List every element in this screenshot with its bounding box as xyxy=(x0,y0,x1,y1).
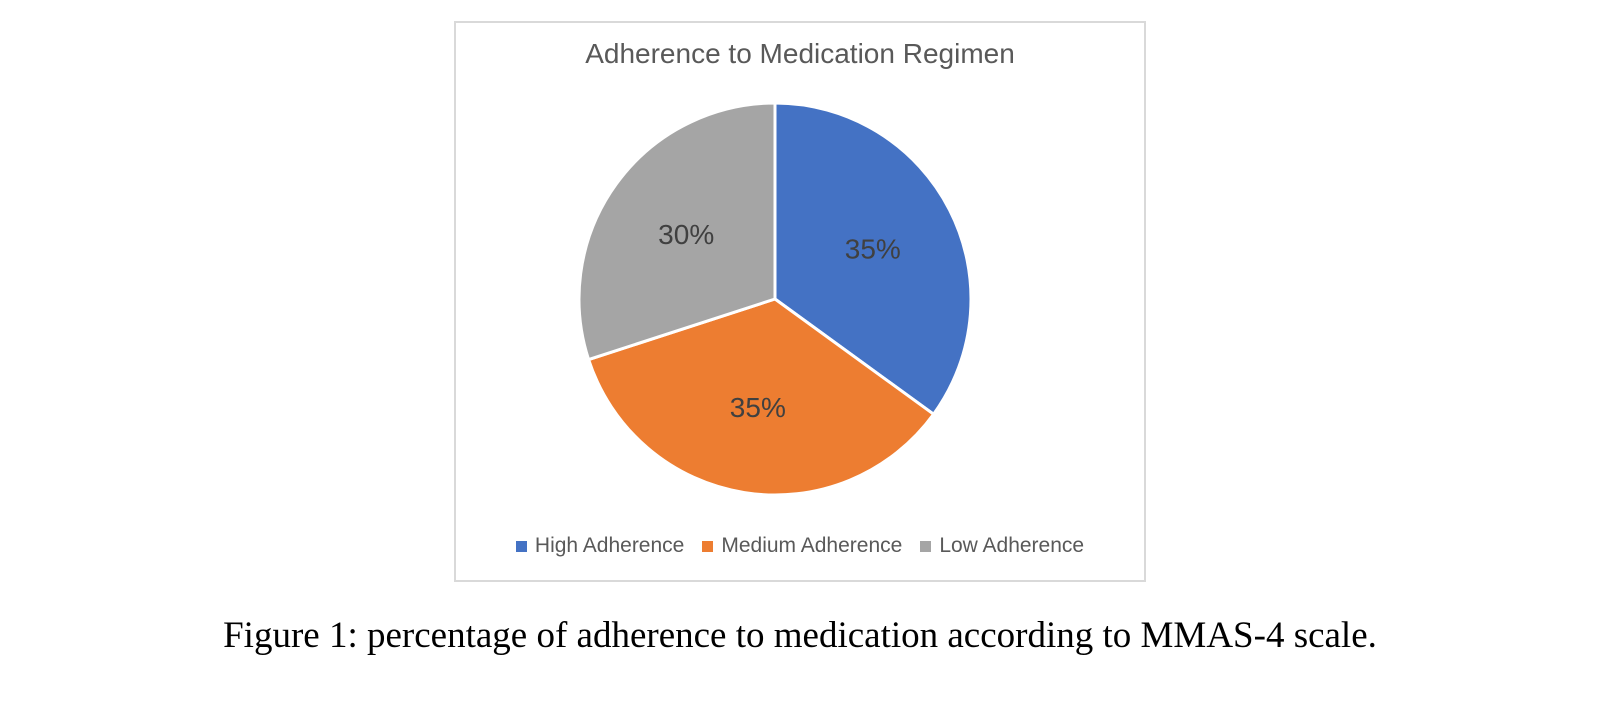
legend-item-medium: Medium Adherence xyxy=(702,534,902,558)
pie-slice-high xyxy=(773,101,973,417)
legend-label-medium: Medium Adherence xyxy=(721,534,903,557)
chart-frame: Adherence to Medication Regimen 35% 35% 30… xyxy=(454,21,1146,582)
legend-label-low: Low Adherence xyxy=(939,534,1085,557)
pie-slice-low xyxy=(577,101,777,362)
legend-label-high: High Adherence xyxy=(534,534,685,557)
legend-swatch-low xyxy=(920,540,932,552)
data-label-high: 35% xyxy=(845,234,901,265)
data-label-low: 30% xyxy=(658,219,714,250)
legend: High Adherence Medium Adherence Low Adhe… xyxy=(456,531,1144,561)
legend-swatch-medium xyxy=(702,540,714,552)
pie-slice-medium xyxy=(586,297,936,497)
legend-swatch-high xyxy=(515,540,527,552)
legend-item-low: Low Adherence xyxy=(920,534,1084,558)
figure-caption: Figure 1: percentage of adherence to med… xyxy=(223,615,1377,656)
legend-item-high: High Adherence xyxy=(515,534,685,558)
chart-title: Adherence to Medication Regimen xyxy=(585,38,1015,69)
data-label-medium: 35% xyxy=(730,392,786,423)
pie-chart: 35% 35% 30% xyxy=(577,101,973,497)
